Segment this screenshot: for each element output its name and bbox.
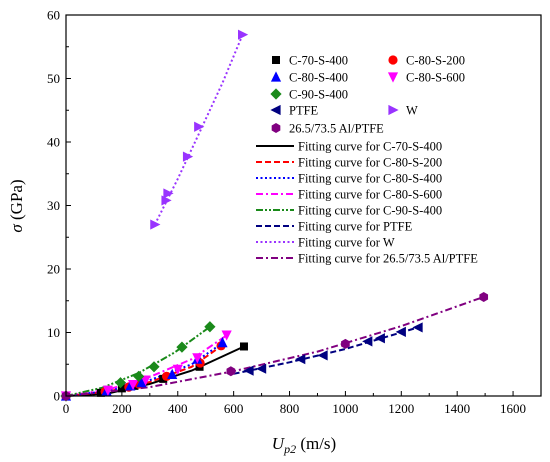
data-point — [140, 375, 151, 386]
data-point — [192, 353, 203, 364]
data-point — [295, 354, 306, 365]
legend-fit-label: Fitting curve for C-80-S-200 — [298, 156, 442, 170]
axis-ticks: 0 200 400 600 800 1000 1200 1400 1600 0 10 20 30 40 50… — [47, 8, 526, 417]
x-tick-label: 1400 — [444, 401, 470, 416]
legend: C-70-S-400 C-80-S-200 C-80-S-400 C-80-S-600… — [256, 54, 478, 266]
x-axis-label-main: U — [272, 434, 286, 453]
data-point — [150, 219, 161, 230]
data-point — [176, 341, 188, 353]
data-point — [479, 291, 489, 302]
legend-fit-label: Fitting curve for C-70-S-400 — [298, 140, 442, 154]
data-point — [133, 370, 145, 382]
x-tick-label: 0 — [63, 401, 70, 416]
x-tick-label: 800 — [280, 401, 300, 416]
y-tick-label: 20 — [47, 262, 60, 277]
legend-marker — [270, 104, 281, 116]
data-point — [221, 330, 232, 341]
legend-fit-label: Fitting curve for C-80-S-600 — [298, 188, 442, 202]
legend-label: PTFE — [289, 104, 319, 118]
legend-label: W — [406, 104, 418, 118]
y-axis-label: σ (GPa) — [7, 179, 26, 232]
data-point — [102, 385, 114, 396]
data-point — [204, 321, 216, 333]
x-tick-label: 600 — [224, 401, 244, 416]
data-points — [60, 29, 489, 402]
data-point — [362, 336, 373, 347]
legend-marker — [272, 56, 280, 64]
data-point — [243, 365, 254, 376]
legend-label: C-80-S-600 — [406, 71, 465, 85]
data-point — [127, 379, 139, 391]
y-tick-label: 0 — [54, 389, 61, 404]
data-point — [148, 361, 160, 373]
data-point — [194, 121, 205, 132]
x-tick-label: 200 — [112, 401, 132, 416]
legend-label: C-70-S-400 — [289, 54, 348, 68]
data-point — [167, 368, 178, 380]
legend-marker — [388, 55, 398, 65]
data-point — [317, 350, 328, 361]
data-point — [172, 364, 183, 375]
fit-curve — [65, 345, 245, 397]
data-point — [341, 338, 350, 349]
y-axis-label-unit: (GPa) — [7, 179, 26, 224]
legend-label: C-80-S-400 — [289, 71, 348, 85]
legend-marker — [271, 123, 281, 133]
fit-curve — [154, 34, 244, 225]
x-tick-label: 1200 — [388, 401, 414, 416]
x-axis-label-unit: (m/s) — [296, 434, 336, 453]
fit-curve — [65, 325, 211, 397]
legend-label: C-90-S-400 — [289, 88, 348, 102]
y-tick-label: 30 — [47, 198, 60, 213]
data-point — [412, 322, 423, 333]
data-point — [395, 326, 406, 337]
legend-fit-label: Fitting curve for 26.5/73.5 Al/PTFE — [298, 252, 478, 266]
data-point — [114, 377, 127, 389]
legend-marker — [387, 72, 399, 83]
data-point — [374, 333, 385, 344]
legend-fit-label: Fitting curve for W — [298, 236, 395, 250]
legend-marker — [270, 88, 282, 100]
x-tick-label: 1000 — [332, 401, 358, 416]
legend-label: C-80-S-200 — [406, 54, 465, 68]
data-point — [226, 366, 236, 377]
data-point — [136, 377, 147, 388]
data-point — [182, 151, 194, 162]
data-point — [239, 342, 248, 351]
legend-fit-label: Fitting curve for PTFE — [298, 220, 413, 234]
data-point — [163, 188, 174, 199]
y-tick-label: 60 — [47, 8, 60, 23]
plot-frame — [65, 14, 542, 397]
legend-fit-label: Fitting curve for C-80-S-400 — [298, 172, 442, 186]
y-axis-label-main: σ — [7, 224, 26, 233]
y-tick-label: 40 — [47, 135, 60, 150]
x-axis-label: Up2 (m/s) — [272, 434, 336, 456]
y-tick-label: 50 — [47, 71, 60, 86]
legend-marker — [388, 104, 399, 116]
legend-fit-label: Fitting curve for C-90-S-400 — [298, 204, 442, 218]
legend-marker — [270, 71, 282, 82]
data-point — [117, 384, 126, 393]
x-axis-label-sub: p2 — [283, 442, 296, 456]
data-point — [255, 363, 267, 374]
y-tick-label: 10 — [47, 325, 60, 340]
legend-label: 26.5/73.5 Al/PTFE — [289, 122, 384, 136]
data-point — [217, 337, 228, 348]
x-tick-label: 1600 — [500, 401, 526, 416]
data-point — [237, 29, 249, 40]
x-tick-label: 400 — [168, 401, 188, 416]
fit-curve — [65, 341, 225, 397]
